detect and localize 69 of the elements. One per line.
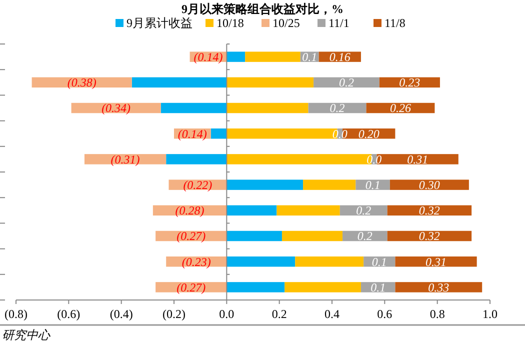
data-label: 0.20 bbox=[358, 126, 380, 141]
bar bbox=[226, 205, 277, 216]
data-label: (0.23) bbox=[182, 254, 211, 269]
bar bbox=[132, 77, 227, 88]
bar bbox=[356, 180, 390, 190]
bar bbox=[166, 154, 227, 164]
data-label: (0.28) bbox=[175, 204, 204, 218]
data-label: (0.31) bbox=[110, 152, 140, 166]
text: 研究中心 bbox=[2, 328, 51, 342]
bar bbox=[160, 102, 227, 114]
data-label: 0.33 bbox=[428, 280, 450, 294]
data-label: (0.22) bbox=[183, 178, 212, 192]
bar bbox=[226, 230, 282, 242]
data-label: 0.32 bbox=[418, 229, 440, 244]
bar bbox=[84, 154, 166, 164]
data-label: (0.14) bbox=[178, 126, 207, 141]
data-label: 0.2 bbox=[330, 101, 345, 116]
data-label: 0.32 bbox=[418, 204, 440, 218]
data-label: 0.1 bbox=[370, 280, 386, 294]
data-label: 0.31 bbox=[407, 152, 428, 166]
bar bbox=[245, 52, 300, 62]
data-label: 0.26 bbox=[390, 101, 411, 116]
legend-label: 10/18 bbox=[216, 16, 244, 30]
bar bbox=[395, 256, 477, 267]
data-label: 0.1 bbox=[365, 178, 380, 192]
bar bbox=[226, 282, 285, 292]
x-tick-label: (0.8) bbox=[4, 307, 28, 321]
x-tick-label: 0.4 bbox=[324, 307, 340, 321]
legend-label: 11/8 bbox=[384, 16, 406, 30]
data-label: 0.16 bbox=[329, 50, 350, 64]
data-label: 0.1 bbox=[302, 50, 318, 64]
bar bbox=[226, 77, 314, 88]
data-label: 0.30 bbox=[418, 178, 440, 192]
x-tick-label: 0.8 bbox=[430, 307, 445, 321]
bar bbox=[226, 256, 296, 267]
data-label: (0.14) bbox=[194, 50, 223, 64]
data-label: (0.27) bbox=[176, 229, 206, 244]
legend-label: 9月累计收益 bbox=[126, 16, 192, 30]
bar bbox=[303, 180, 356, 190]
legend-label: 11/1 bbox=[328, 16, 350, 30]
data-label: (0.34) bbox=[102, 101, 131, 116]
bar bbox=[395, 282, 482, 292]
chart-title: 9月以来策略组合收益对比，% bbox=[182, 2, 344, 16]
bar bbox=[226, 102, 308, 114]
x-tick-label: (0.4) bbox=[110, 307, 133, 321]
x-tick-label: 1.0 bbox=[482, 307, 498, 321]
bar bbox=[284, 282, 361, 292]
bar bbox=[276, 205, 340, 216]
data-label: 0.2 bbox=[357, 229, 372, 244]
bar bbox=[210, 128, 227, 139]
data-label: 0.31 bbox=[426, 254, 447, 269]
bar bbox=[282, 230, 343, 242]
bar bbox=[390, 180, 469, 190]
data-label: 0.2 bbox=[338, 76, 354, 90]
x-tick-label: 0.6 bbox=[377, 307, 392, 321]
x-tick-label: (0.6) bbox=[57, 307, 80, 321]
legend-label: 10/25 bbox=[272, 16, 300, 30]
x-tick-label: 0.2 bbox=[272, 307, 287, 321]
bar bbox=[226, 180, 304, 190]
data-label: (0.38) bbox=[67, 76, 96, 90]
x-tick-label: 0.0 bbox=[219, 307, 234, 321]
x-tick-label: (0.2) bbox=[162, 307, 186, 321]
bar bbox=[314, 77, 380, 88]
bar bbox=[295, 256, 364, 267]
bar bbox=[226, 52, 246, 62]
data-label: 0.1 bbox=[372, 254, 387, 269]
data-label: 0.23 bbox=[399, 76, 420, 90]
data-label: (0.27) bbox=[176, 280, 206, 294]
data-label: 0.2 bbox=[356, 204, 372, 218]
